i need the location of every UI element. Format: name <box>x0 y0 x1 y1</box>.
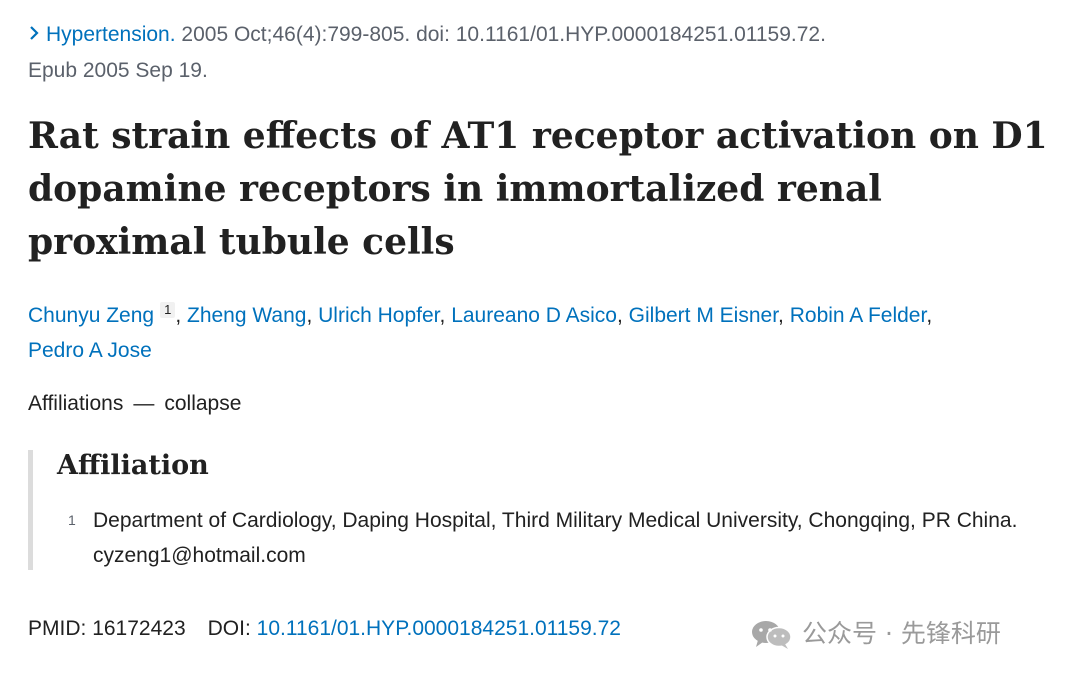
watermark: 公众号 · 先锋科研 <box>750 617 1001 651</box>
author-link[interactable]: Robin A Felder <box>789 304 927 327</box>
affiliation-item: 1 Department of Cardiology, Daping Hospi… <box>68 503 1058 573</box>
epub-date: Epub 2005 Sep 19. <box>28 59 208 82</box>
affiliation-heading: Affiliation <box>57 450 209 481</box>
affiliation-text: Department of Cardiology, Daping Hospita… <box>93 509 1018 567</box>
wechat-icon <box>750 618 794 650</box>
doi-link[interactable]: 10.1161/01.HYP.0000184251.01159.72 <box>256 617 621 640</box>
article-title: Rat strain effects of AT1 receptor activ… <box>28 115 1048 263</box>
doi-label: DOI: <box>207 617 251 640</box>
author-list: Chunyu Zeng 1, Zheng Wang, Ulrich Hopfer,… <box>28 302 933 362</box>
author-link[interactable]: Gilbert M Eisner <box>628 304 779 327</box>
affiliations-toggle[interactable]: Affiliations — collapse <box>28 388 241 420</box>
identifiers: PMID: 16172423 DOI: 10.1161/01.HYP.000018… <box>28 612 621 646</box>
author-link[interactable]: Pedro A Jose <box>28 339 152 362</box>
author-link[interactable]: Chunyu Zeng <box>28 304 155 327</box>
author-link[interactable]: Ulrich Hopfer <box>318 304 440 327</box>
author-link[interactable]: Zheng Wang <box>187 304 307 327</box>
affiliation-marker[interactable]: 1 <box>160 302 176 318</box>
affiliation-panel: Affiliation 1 Department of Cardiology, … <box>28 450 1073 570</box>
journal-link[interactable]: Hypertension. <box>46 23 176 46</box>
author-link[interactable]: Laureano D Asico <box>451 304 617 327</box>
pmid-label: PMID: <box>28 617 87 640</box>
chevron-right-icon[interactable] <box>28 17 46 53</box>
collapse-label[interactable]: collapse <box>164 392 242 415</box>
affiliation-number: 1 <box>68 512 76 528</box>
citation-details: 2005 Oct;46(4):799-805. doi: 10.1161/01.… <box>175 23 826 46</box>
collapse-dash-icon: — <box>133 392 155 415</box>
affiliations-label: Affiliations <box>28 392 124 415</box>
pmid-value: 16172423 <box>92 617 186 640</box>
watermark-text: 公众号 · 先锋科研 <box>802 619 1001 648</box>
citation: Hypertension. 2005 Oct;46(4):799-805. do… <box>28 17 1068 89</box>
